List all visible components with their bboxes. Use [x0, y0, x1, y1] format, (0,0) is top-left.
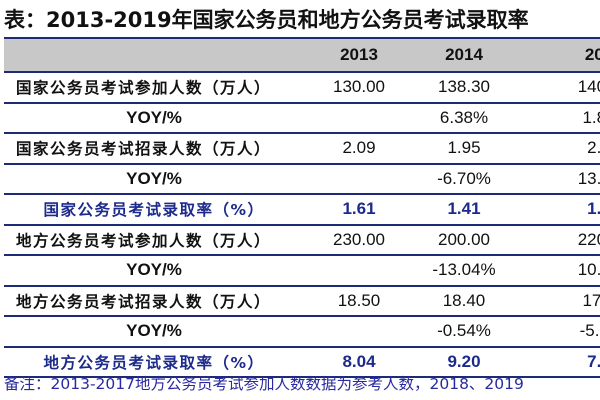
row-label: 国家公务员考试招录人数（万人） — [16, 140, 272, 159]
table-cell: 2.2 — [587, 138, 600, 158]
header-cell — [4, 39, 304, 71]
row-label: 地方公务员考试招录人数（万人） — [16, 292, 272, 311]
table-cell: -0.54% — [437, 321, 491, 341]
data-table: 2013 2014 201 国家公务员考试参加人数（万人） 130.00 138.3… — [4, 37, 600, 378]
table-row: YOY/% -0.54% -5.98 — [4, 317, 600, 348]
header-cell-2015: 201 — [584, 45, 600, 64]
table-title: 表：2013-2019年国家公务员和地方公务员考试录取率 — [4, 8, 529, 32]
header-cell-2014: 2014 — [445, 45, 483, 64]
table-row: 国家公务员考试录取率（%） 1.61 1.41 1.5 — [4, 195, 600, 226]
table-cell: 6.38% — [439, 107, 489, 127]
table-cell: -5.98 — [579, 321, 600, 341]
header-cell-2013: 2013 — [340, 45, 378, 64]
table-cell: 1.61 — [342, 199, 376, 219]
table-header-row: 2013 2014 201 — [4, 37, 600, 73]
table-cell: 1.88 — [582, 107, 600, 127]
table-cell — [309, 165, 409, 194]
table-cell: 220.0 — [577, 229, 600, 249]
table-cell: 18.50 — [337, 290, 381, 310]
table-cell: 200.00 — [438, 229, 490, 249]
table-cell: -6.70% — [437, 168, 491, 188]
table-cell: 1.95 — [447, 138, 481, 158]
table-cell: 13.85 — [577, 168, 600, 188]
row-label: 地方公务员考试录取率（%） — [43, 353, 265, 372]
table-row: YOY/% -13.04% 10.00 — [4, 256, 600, 287]
row-label: YOY/% — [126, 321, 182, 341]
table-cell — [309, 104, 409, 133]
table-cell — [309, 256, 409, 285]
row-label: 地方公务员考试参加人数（万人） — [16, 231, 272, 250]
table-cell: 130.00 — [333, 77, 385, 97]
row-label: YOY/% — [126, 107, 182, 127]
footnote: 备注：2013-2017地方公务员考试参加人数数据为参考人数，2018、2019 — [4, 375, 524, 393]
table-cell: 138.30 — [438, 77, 490, 97]
table-row: 国家公务员考试参加人数（万人） 130.00 138.30 140.9 — [4, 73, 600, 104]
table-row: 地方公务员考试录取率（%） 8.04 9.20 7.8 — [4, 348, 600, 378]
table-cell: 2.09 — [342, 138, 376, 158]
table-row: YOY/% -6.70% 13.85 — [4, 165, 600, 195]
row-label: YOY/% — [126, 168, 182, 188]
row-label: YOY/% — [126, 260, 182, 280]
table-row: 地方公务员考试招录人数（万人） 18.50 18.40 17.3 — [4, 287, 600, 317]
table-cell: 18.40 — [442, 290, 486, 310]
row-label: 国家公务员考试录取率（%） — [43, 201, 265, 220]
table-cell: -13.04% — [432, 260, 496, 280]
table-cell: 17.3 — [582, 290, 600, 310]
table-cell: 1.5 — [587, 199, 600, 219]
row-label: 国家公务员考试参加人数（万人） — [16, 79, 272, 98]
table-row: 地方公务员考试参加人数（万人） 230.00 200.00 220.0 — [4, 226, 600, 256]
table-cell: 230.00 — [333, 229, 385, 249]
table-cell: 9.20 — [447, 351, 481, 371]
table-cell: 10.00 — [577, 260, 600, 280]
table-cell: 7.8 — [587, 351, 600, 371]
table-cell — [309, 317, 409, 346]
table-cell: 1.41 — [447, 199, 481, 219]
table-cell: 8.04 — [342, 351, 376, 371]
table-row: 国家公务员考试招录人数（万人） 2.09 1.95 2.2 — [4, 134, 600, 165]
table-row: YOY/% 6.38% 1.88 — [4, 104, 600, 134]
table-cell: 140.9 — [577, 77, 600, 97]
